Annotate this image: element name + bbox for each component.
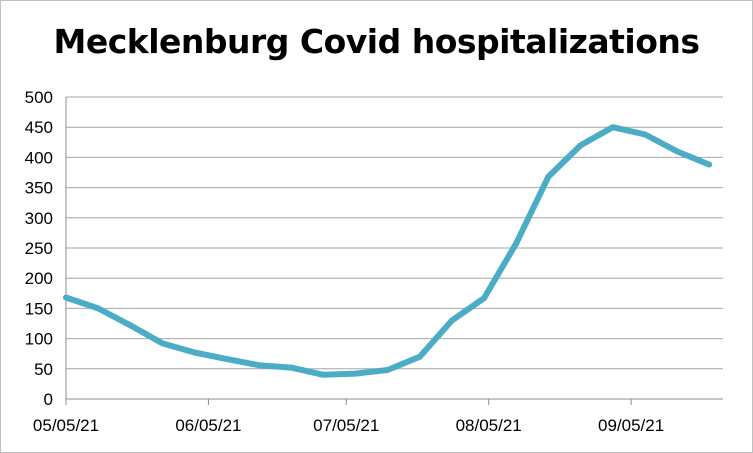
y-tick-label: 450 <box>25 118 53 137</box>
x-tick-label: 09/05/21 <box>598 416 664 435</box>
y-tick-label: 400 <box>25 148 53 167</box>
y-tick-label: 350 <box>25 179 53 198</box>
series-line <box>63 124 713 378</box>
y-tick-label: 500 <box>25 88 53 107</box>
x-tick-label: 05/05/21 <box>33 416 99 435</box>
y-tick-label: 0 <box>44 390 53 409</box>
y-tick-label: 150 <box>25 299 53 318</box>
y-tick-label: 250 <box>25 239 53 258</box>
x-tick-label: 07/05/21 <box>313 416 379 435</box>
y-tick-label: 300 <box>25 209 53 228</box>
chart-title: Mecklenburg Covid hospitalizations <box>53 22 700 61</box>
y-tick-label: 200 <box>25 269 53 288</box>
x-tick-label: 06/05/21 <box>175 416 241 435</box>
y-tick-label: 100 <box>25 330 53 349</box>
y-tick-label: 50 <box>34 360 53 379</box>
x-tick-label: 08/05/21 <box>456 416 522 435</box>
